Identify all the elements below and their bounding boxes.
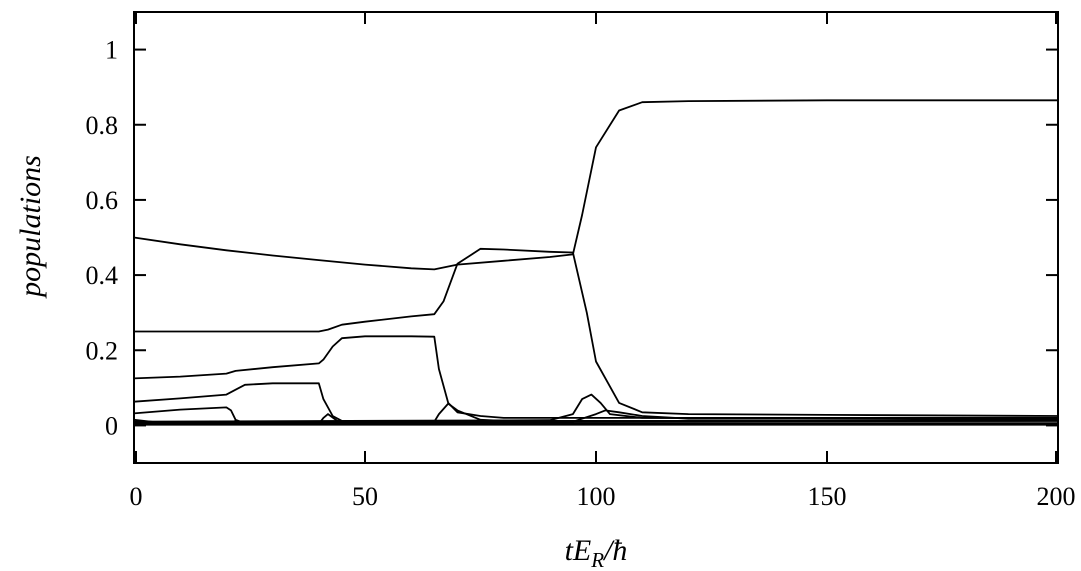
tick-labels: 0 50 100 150 200 0 0.2 0.4 0.6 0.8 1 [86, 36, 1076, 511]
y-tick-label-0.4: 0.4 [86, 261, 119, 290]
x-tick-label-0: 0 [130, 482, 143, 511]
x-axis-label-subscript: R [590, 548, 604, 571]
x-tick-label-50: 50 [352, 482, 378, 511]
series-line-10 [133, 393, 1059, 423]
y-tick-label-0.6: 0.6 [86, 186, 119, 215]
series-line-1 [133, 99, 1059, 271]
series-line-11 [133, 409, 1059, 425]
x-axis-label-main: tE [565, 534, 592, 567]
series-line-3 [133, 335, 1059, 419]
x-axis-label-suffix: /ħ [602, 534, 627, 567]
axis-ticks [134, 12, 1058, 463]
y-tick-label-0: 0 [105, 411, 118, 440]
y-tick-label-0.8: 0.8 [86, 111, 119, 140]
y-axis-label: populations [14, 155, 47, 299]
y-tick-label-1: 1 [105, 36, 118, 65]
series-lines [133, 99, 1059, 426]
x-axis-label: tER/ħ [565, 534, 628, 571]
x-tick-label-150: 150 [808, 482, 847, 511]
x-tick-label-200: 200 [1037, 482, 1076, 511]
plot-frame [133, 11, 1059, 464]
x-tick-label-100: 100 [577, 482, 616, 511]
series-line-2 [133, 247, 1059, 417]
y-tick-label-0.2: 0.2 [86, 336, 119, 365]
